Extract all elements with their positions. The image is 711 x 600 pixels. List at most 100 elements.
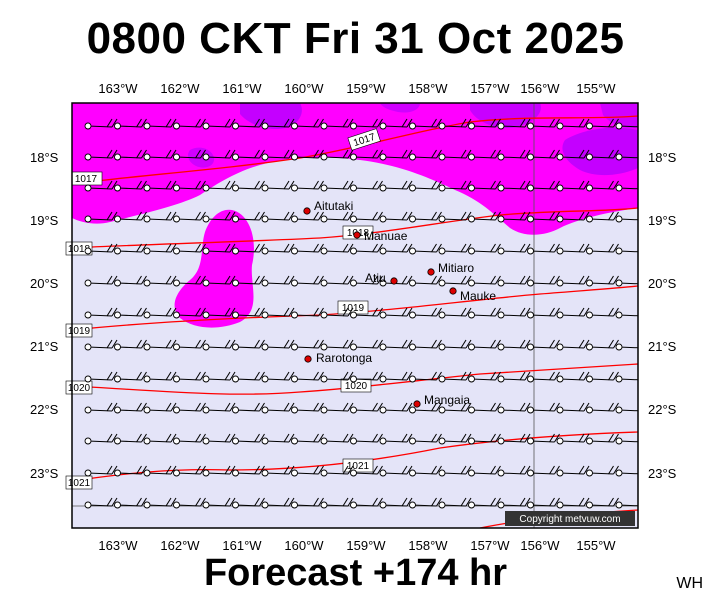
wind-barb xyxy=(84,497,118,509)
wind-barb xyxy=(379,211,413,223)
wind-barb xyxy=(320,211,354,223)
place-label: Rarotonga xyxy=(316,351,372,365)
precip-heavy-4 xyxy=(600,103,638,129)
wind-barb xyxy=(497,180,531,192)
wind-barb xyxy=(468,275,501,287)
wind-barb xyxy=(379,465,413,477)
wind-barb xyxy=(586,211,619,223)
wind-barb xyxy=(350,275,383,287)
wind-barb xyxy=(261,433,295,445)
wind-barb xyxy=(438,307,472,319)
wind-barb xyxy=(468,180,501,192)
place-mangaia: Mangaia xyxy=(413,393,470,408)
wind-barb xyxy=(261,243,295,255)
wind-barb xyxy=(438,339,472,351)
lat-label-right: 20°S xyxy=(648,276,677,291)
wind-barb xyxy=(615,215,638,223)
author-initials: WH xyxy=(676,575,703,592)
svg-text:1019: 1019 xyxy=(68,326,91,337)
wind-barb xyxy=(527,497,560,509)
wind-barb xyxy=(143,211,177,223)
wind-barb xyxy=(350,433,383,445)
lat-label-left: 19°S xyxy=(30,213,59,228)
isobar-1018 xyxy=(72,207,638,249)
wind-barb xyxy=(497,371,531,383)
wind-barb xyxy=(556,275,590,287)
wind-barb xyxy=(173,339,206,351)
wind-barb xyxy=(202,211,236,223)
wind-barb xyxy=(586,243,619,255)
forecast-label: Forecast +174 hr xyxy=(203,552,508,594)
wind-barb xyxy=(114,180,147,192)
wind-barb xyxy=(556,465,590,477)
place-rarotonga: Rarotonga xyxy=(304,351,372,365)
wind-barb xyxy=(379,149,413,161)
wind-barb xyxy=(143,433,177,445)
wind-barb xyxy=(84,433,118,445)
wind-barb xyxy=(379,371,413,383)
wind-barb xyxy=(586,180,619,192)
wind-barb xyxy=(143,180,177,192)
wind-barb xyxy=(261,339,295,351)
precip-area-blob xyxy=(174,209,254,328)
wind-barb xyxy=(173,243,206,255)
wind-barb xyxy=(615,247,638,255)
wind-barb xyxy=(350,402,383,414)
wind-barb xyxy=(350,180,383,192)
place-marker xyxy=(449,287,457,295)
wind-barb xyxy=(232,180,265,192)
wind-barb xyxy=(261,307,295,319)
wind-barb xyxy=(409,433,442,445)
svg-text:1021: 1021 xyxy=(347,461,370,472)
lon-label-top: 158°W xyxy=(408,81,448,96)
lat-label-right: 19°S xyxy=(648,213,677,228)
place-label: Atiu xyxy=(365,271,386,285)
lat-label-left: 18°S xyxy=(30,150,59,165)
wind-barb xyxy=(438,275,472,287)
wind-barb xyxy=(409,149,442,161)
wind-barb xyxy=(527,211,560,223)
wind-barb xyxy=(556,402,590,414)
wind-barb xyxy=(438,402,472,414)
wind-barb xyxy=(379,307,413,319)
wind-barb xyxy=(291,339,324,351)
wind-barb xyxy=(320,465,354,477)
wind-barb xyxy=(261,180,295,192)
wind-barb xyxy=(615,375,638,383)
wind-barb xyxy=(291,275,324,287)
wind-barb xyxy=(615,279,638,287)
wind-barb xyxy=(556,433,590,445)
wind-barb xyxy=(173,118,206,130)
wind-barb xyxy=(291,180,324,192)
isobar-label-8: 1020 xyxy=(65,380,93,395)
wind-barb xyxy=(114,243,147,255)
wind-barb xyxy=(468,465,501,477)
wind-barb xyxy=(261,371,295,383)
wind-barb xyxy=(615,311,638,319)
wind-barb xyxy=(379,339,413,351)
wind-barb xyxy=(232,402,265,414)
copyright-text: Copyright metvuw.com xyxy=(519,514,620,525)
wind-barb xyxy=(261,275,295,287)
wind-barb xyxy=(409,307,442,319)
wind-barb xyxy=(438,149,472,161)
wind-barb xyxy=(409,275,442,287)
wind-barb xyxy=(497,433,531,445)
wind-barb xyxy=(556,497,590,509)
svg-text:1017: 1017 xyxy=(75,174,98,185)
wind-barb xyxy=(409,118,442,130)
lat-label-right: 22°S xyxy=(648,402,677,417)
isobar-label-6: 1019 xyxy=(65,323,93,338)
wind-barb xyxy=(232,211,265,223)
wind-barb xyxy=(615,501,638,509)
wind-barb xyxy=(291,211,324,223)
place-label: Mangaia xyxy=(424,393,470,407)
wind-barb xyxy=(438,118,472,130)
wind-barb xyxy=(320,118,354,130)
wind-barb xyxy=(379,433,413,445)
wind-barb xyxy=(114,275,147,287)
precip-heavy-6 xyxy=(380,103,420,113)
wind-barb xyxy=(173,275,206,287)
wind-barb xyxy=(586,371,619,383)
wind-barb xyxy=(497,243,531,255)
